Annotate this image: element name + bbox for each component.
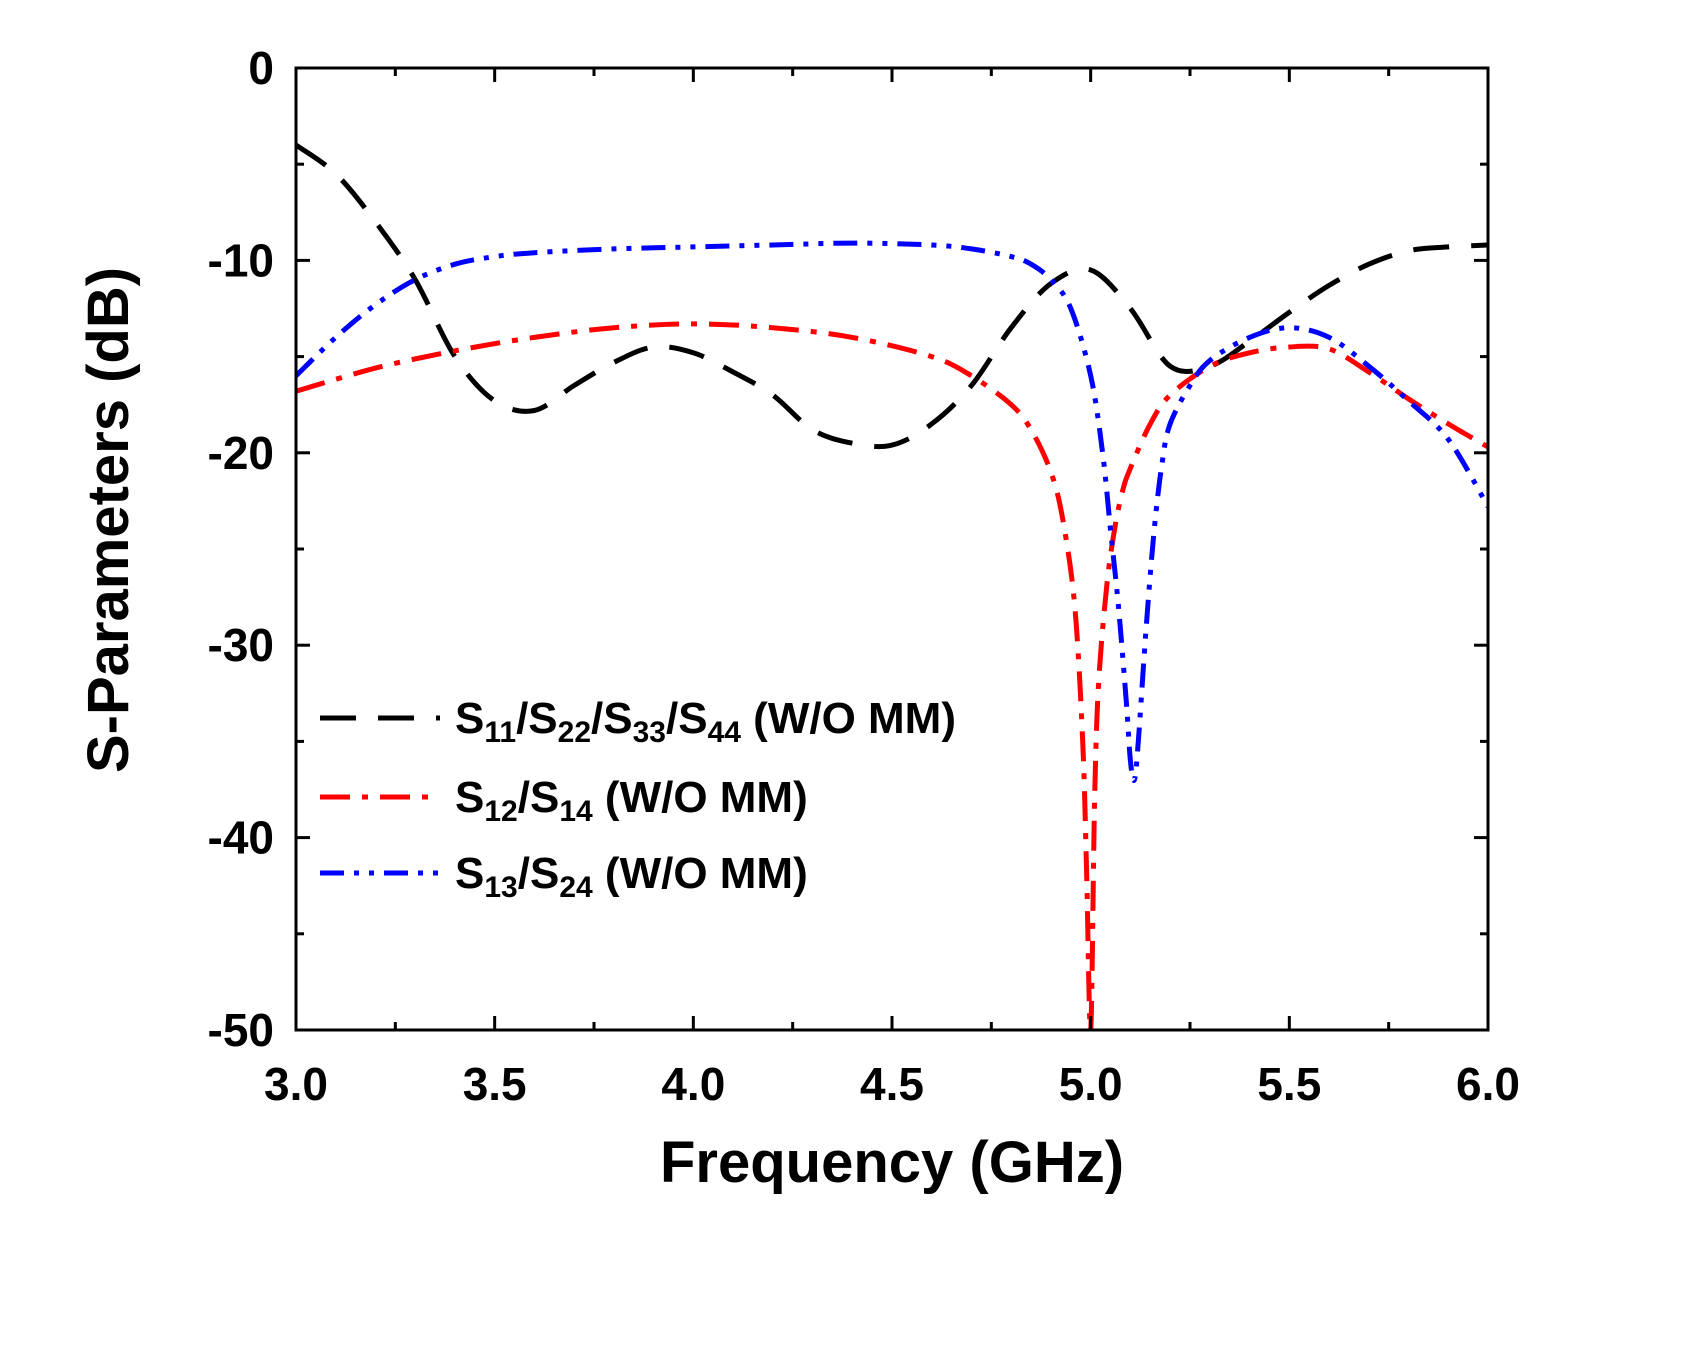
legend-entry-s12: S12/S14 (W/O MM) xyxy=(320,773,808,828)
x-tick-label: 4.0 xyxy=(661,1058,725,1110)
y-tick-label: -40 xyxy=(208,812,274,864)
y-tick-label: -50 xyxy=(208,1004,274,1056)
y-tick-label: -20 xyxy=(208,427,274,479)
y-tick-label: 0 xyxy=(248,42,274,94)
x-tick-label: 3.0 xyxy=(264,1058,328,1110)
x-tick-label: 6.0 xyxy=(1456,1058,1520,1110)
legend-label: S13/S24 (W/O MM) xyxy=(455,849,808,904)
series-s12-line xyxy=(296,321,1488,1030)
y-tick-label: -10 xyxy=(208,234,274,286)
series-layer xyxy=(296,142,1488,1030)
series-s13-line xyxy=(296,240,1488,784)
y-axis-title: S-Parameters (dB) xyxy=(76,267,141,773)
x-tick-label: 5.0 xyxy=(1059,1058,1123,1110)
y-tick-label: -30 xyxy=(208,619,274,671)
legend-entry-s13: S13/S24 (W/O MM) xyxy=(320,849,808,904)
x-tick-label: 3.5 xyxy=(463,1058,527,1110)
legend: S11/S22/S33/S44 (W/O MM) S12/S14 (W/O MM)… xyxy=(320,694,956,904)
x-tick-label: 5.5 xyxy=(1257,1058,1321,1110)
tick-layer: 3.0 3.5 4.0 4.5 5.0 5.5 6.0 0 -10 -20 -30 -40 -50 xyxy=(208,42,1520,1110)
legend-label: S11/S22/S33/S44 (W/O MM) xyxy=(455,694,956,749)
legend-label: S12/S14 (W/O MM) xyxy=(455,773,808,828)
series-s11-line xyxy=(296,142,1488,450)
x-tick-label: 4.5 xyxy=(860,1058,924,1110)
legend-entry-s11: S11/S22/S33/S44 (W/O MM) xyxy=(320,694,956,749)
x-axis-title: Frequency (GHz) xyxy=(660,1130,1124,1195)
